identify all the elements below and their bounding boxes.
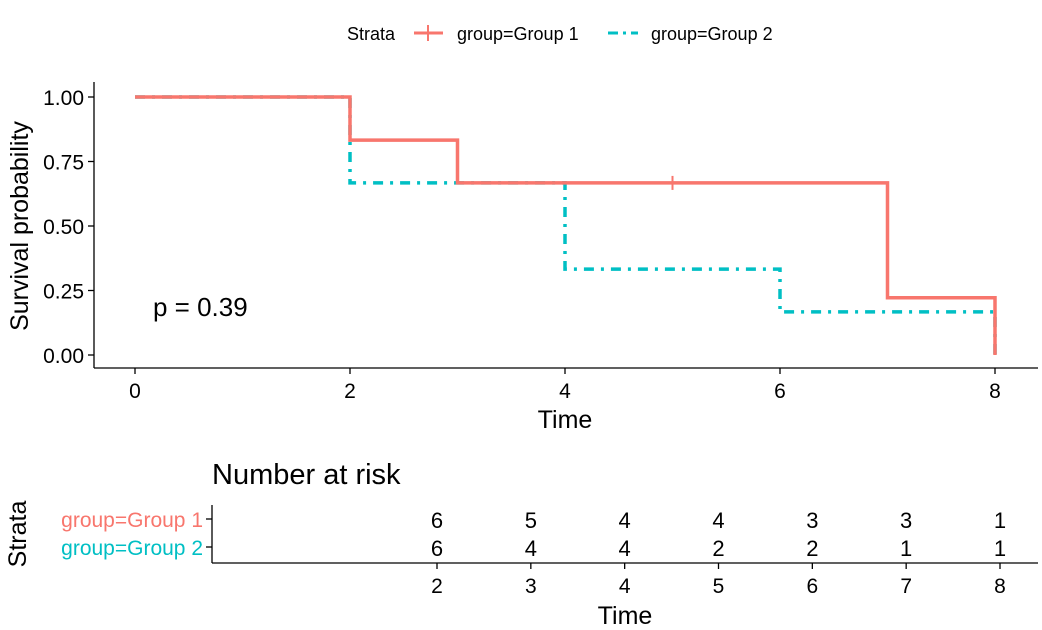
- risk-table-x-label: Time: [598, 602, 653, 630]
- y-ticks: 0.00 0.25 0.50 0.75 1.00: [43, 87, 94, 368]
- survival-curves: [135, 95, 997, 355]
- p-value-annotation: p = 0.39: [153, 292, 248, 322]
- x-ticks: 0 2 4 6 8: [129, 368, 1001, 403]
- risk-cell: 3: [806, 508, 818, 533]
- risk-cell: 3: [900, 508, 912, 533]
- risk-cell: 1: [900, 536, 912, 561]
- risk-x-tick-label: 8: [994, 575, 1006, 598]
- legend-title: Strata: [347, 24, 396, 44]
- y-tick-label: 1.00: [43, 87, 84, 110]
- y-tick-label: 0.75: [43, 152, 84, 175]
- risk-x-tick-label: 2: [431, 575, 443, 598]
- risk-x-tick-label: 7: [900, 575, 912, 598]
- risk-table: Number at risk group=Group 1 6 5 4 4 3 3 1group…: [4, 459, 1038, 630]
- risk-cell: 6: [431, 536, 443, 561]
- legend: Strata group=Group 1 group=Group 2: [347, 24, 773, 44]
- y-tick-label: 0.50: [43, 216, 84, 239]
- survival-plot: 0.00 0.25 0.50 0.75 1.00 0 2 4 6 8 p = 0.39 Time…: [6, 82, 1038, 434]
- risk-cell: 5: [525, 508, 537, 533]
- risk-row-label: group=Group 1: [61, 509, 203, 532]
- risk-cell: 4: [619, 536, 631, 561]
- risk-table-y-label: Strata: [4, 501, 32, 568]
- risk-x-tick-label: 4: [619, 575, 631, 598]
- risk-row-label: group=Group 2: [61, 537, 203, 560]
- risk-cell: 2: [806, 536, 818, 561]
- risk-x-tick-label: 3: [525, 575, 537, 598]
- risk-table-rows: group=Group 1 6 5 4 4 3 3 1 group=Group 2 6 4 4 2 2 1 1: [61, 508, 1006, 561]
- survival-curve-group-1: [135, 95, 997, 355]
- x-axis-label: Time: [538, 406, 593, 434]
- x-tick-label: 0: [129, 380, 141, 403]
- risk-cell: 2: [712, 536, 724, 561]
- survival-curve-group-2: [135, 95, 997, 355]
- legend-label-group-1: group=Group 1: [457, 24, 579, 44]
- risk-cell: 4: [525, 536, 537, 561]
- x-tick-label: 4: [559, 380, 571, 403]
- legend-label-group-2: group=Group 2: [651, 24, 773, 44]
- risk-table-title: Number at risk: [212, 459, 401, 491]
- x-tick-label: 2: [344, 380, 356, 403]
- risk-cell: 4: [619, 508, 631, 533]
- x-tick-label: 6: [774, 380, 786, 403]
- risk-x-tick-label: 6: [806, 575, 818, 598]
- y-tick-label: 0.25: [43, 281, 84, 304]
- y-tick-label: 0.00: [43, 345, 84, 368]
- risk-cell: 1: [994, 536, 1006, 561]
- risk-x-tick-label: 5: [713, 575, 725, 598]
- risk-table-x-ticks: 2 3 4 5 6 7 8: [431, 563, 1006, 598]
- risk-cell: 1: [994, 508, 1006, 533]
- risk-cell: 4: [712, 508, 724, 533]
- x-tick-label: 8: [989, 380, 1001, 403]
- y-axis-label: Survival probability: [6, 121, 34, 331]
- risk-cell: 6: [431, 508, 443, 533]
